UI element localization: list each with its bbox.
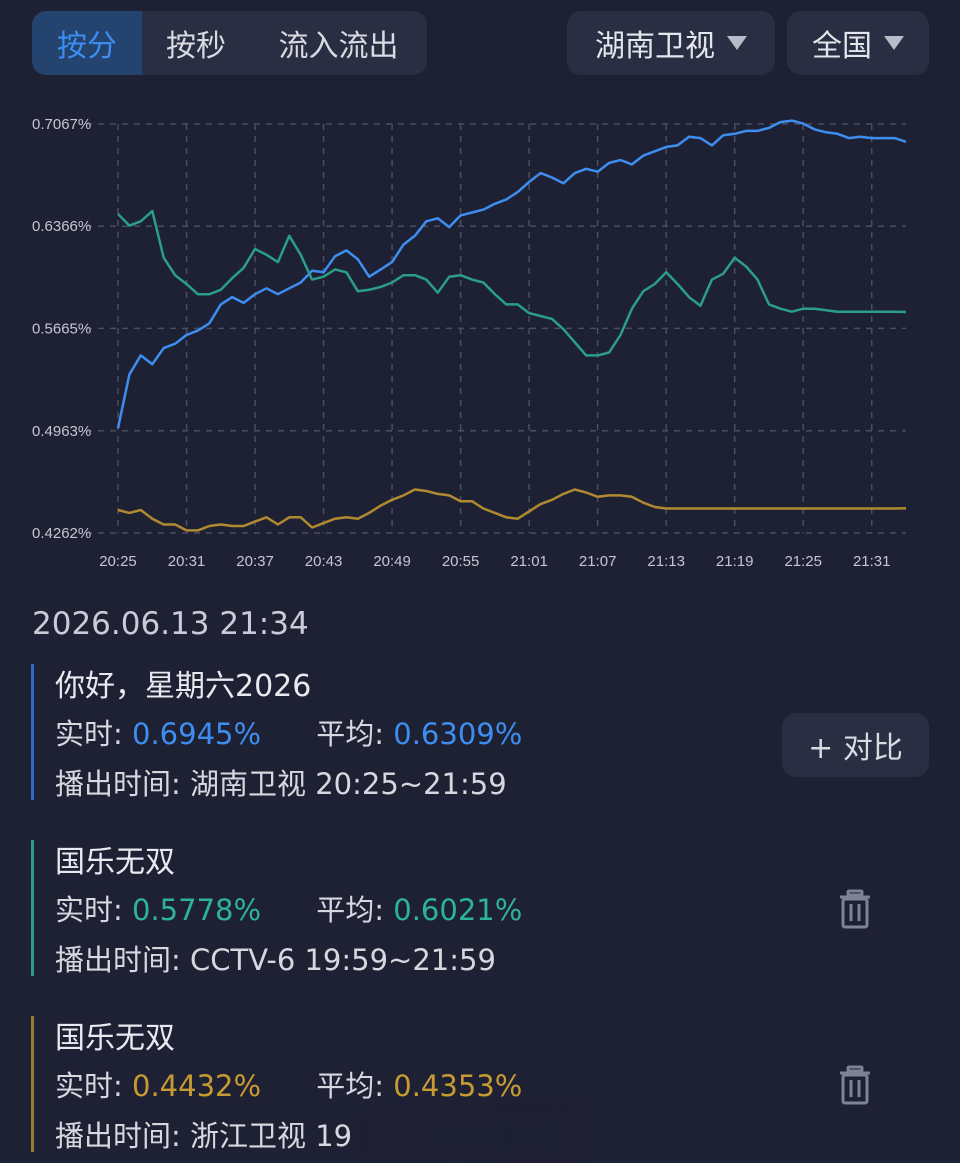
add-compare-button[interactable]: + 对比 bbox=[782, 713, 929, 777]
rating-row: 实时: 0.5778% 平均: 0.6021% bbox=[55, 885, 751, 935]
x-tick-label: 20:25 bbox=[99, 553, 137, 570]
series-line-2 bbox=[117, 488, 907, 532]
chart-series bbox=[116, 119, 907, 532]
airtime-value: 湖南卫视 20:25~21:59 bbox=[190, 767, 507, 801]
realtime-value: 0.5778% bbox=[132, 893, 262, 927]
channel-select[interactable]: 湖南卫视 bbox=[567, 11, 775, 75]
y-tick-label: 0.6366% bbox=[32, 218, 91, 235]
average-label: 平均: bbox=[316, 893, 385, 927]
airtime-label: 播出时间: bbox=[55, 1119, 181, 1153]
program-card: 国乐无双 实时: 0.4432% 平均: 0.4353% 播出时间: 浙江卫视 … bbox=[31, 1016, 751, 1153]
tab-by-second[interactable]: 按秒 bbox=[166, 29, 226, 64]
channel-select-label: 湖南卫视 bbox=[595, 29, 715, 64]
average-value: 0.4353% bbox=[393, 1069, 523, 1103]
rating-row: 实时: 0.6945% 平均: 0.6309% bbox=[55, 709, 751, 759]
caret-down-icon bbox=[884, 36, 904, 50]
x-tick-label: 21:07 bbox=[579, 553, 617, 570]
x-tick-label: 20:37 bbox=[236, 553, 274, 570]
realtime-label: 实时: bbox=[55, 1069, 123, 1103]
redaction-blur bbox=[370, 1113, 580, 1159]
realtime-label: 实时: bbox=[55, 893, 123, 927]
granularity-tabs: 按分 按秒 流入流出 bbox=[32, 11, 427, 75]
x-tick-label: 21:31 bbox=[853, 553, 891, 570]
x-tick-label: 20:49 bbox=[373, 553, 411, 570]
series-line-0 bbox=[116, 119, 907, 429]
chart-grid bbox=[86, 123, 906, 534]
y-tick-label: 0.4262% bbox=[32, 525, 91, 542]
x-tick-label: 21:25 bbox=[784, 553, 822, 570]
realtime-value: 0.4432% bbox=[132, 1069, 262, 1103]
average-label: 平均: bbox=[316, 717, 385, 751]
airtime-label: 播出时间: bbox=[55, 943, 181, 977]
trash-icon[interactable] bbox=[838, 1065, 872, 1105]
tab-inflow-outflow[interactable]: 流入流出 bbox=[278, 29, 399, 64]
caret-down-icon bbox=[727, 36, 747, 50]
x-tick-label: 21:13 bbox=[647, 553, 685, 570]
tab-by-minute[interactable]: 按分 bbox=[32, 11, 142, 75]
x-tick-label: 20:43 bbox=[305, 553, 343, 570]
realtime-value: 0.6945% bbox=[132, 717, 262, 751]
program-title: 国乐无双 bbox=[55, 1021, 175, 1056]
y-tick-label: 0.7067% bbox=[32, 116, 91, 133]
program-card: 国乐无双 实时: 0.5778% 平均: 0.6021% 播出时间: CCTV-… bbox=[31, 840, 751, 977]
x-tick-label: 21:19 bbox=[716, 553, 754, 570]
average-value: 0.6309% bbox=[393, 717, 523, 751]
x-axis-ticks: 20:25 20:31 20:37 20:43 20:49 20:55 21:01 21:07… bbox=[99, 553, 890, 570]
region-select-label: 全国 bbox=[812, 29, 872, 64]
update-timestamp: 2026.06.13 21:34 bbox=[32, 606, 309, 642]
realtime-label: 实时: bbox=[55, 717, 123, 751]
y-axis-ticks: 0.7067% 0.6366% 0.5665% 0.4963% 0.4262% bbox=[32, 116, 91, 542]
program-title: 国乐无双 bbox=[55, 845, 175, 880]
region-select[interactable]: 全国 bbox=[787, 11, 929, 75]
program-title: 你好，星期六2026 bbox=[55, 669, 312, 704]
airtime-row: 播出时间: 浙江卫视 19 bbox=[55, 1111, 751, 1161]
ratings-line-chart[interactable]: 0.7067% 0.6366% 0.5665% 0.4963% 0.4262% 20:2… bbox=[0, 100, 960, 580]
y-tick-label: 0.4963% bbox=[32, 423, 91, 440]
average-label: 平均: bbox=[316, 1069, 385, 1103]
y-tick-label: 0.5665% bbox=[32, 320, 91, 337]
series-line-1 bbox=[117, 209, 907, 357]
airtime-value: CCTV-6 19:59~21:59 bbox=[190, 943, 496, 977]
airtime-row: 播出时间: 湖南卫视 20:25~21:59 bbox=[55, 759, 751, 809]
trash-icon[interactable] bbox=[838, 889, 872, 929]
rating-row: 实时: 0.4432% 平均: 0.4353% bbox=[55, 1061, 751, 1111]
airtime-label: 播出时间: bbox=[55, 767, 181, 801]
x-tick-label: 21:01 bbox=[510, 553, 548, 570]
x-tick-label: 20:31 bbox=[168, 553, 206, 570]
program-card: 你好，星期六2026 实时: 0.6945% 平均: 0.6309% 播出时间:… bbox=[31, 664, 751, 801]
airtime-row: 播出时间: CCTV-6 19:59~21:59 bbox=[55, 935, 751, 985]
x-tick-label: 20:55 bbox=[442, 553, 480, 570]
airtime-value: 浙江卫视 19 bbox=[190, 1119, 353, 1153]
average-value: 0.6021% bbox=[393, 893, 523, 927]
